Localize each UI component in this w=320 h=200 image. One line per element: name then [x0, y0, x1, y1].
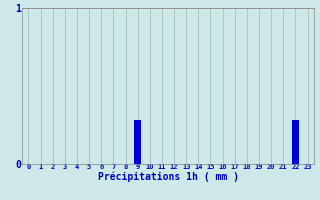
- Bar: [292, 120, 299, 164]
- Bar: [134, 120, 141, 164]
- X-axis label: Précipitations 1h ( mm ): Précipitations 1h ( mm ): [98, 171, 238, 182]
